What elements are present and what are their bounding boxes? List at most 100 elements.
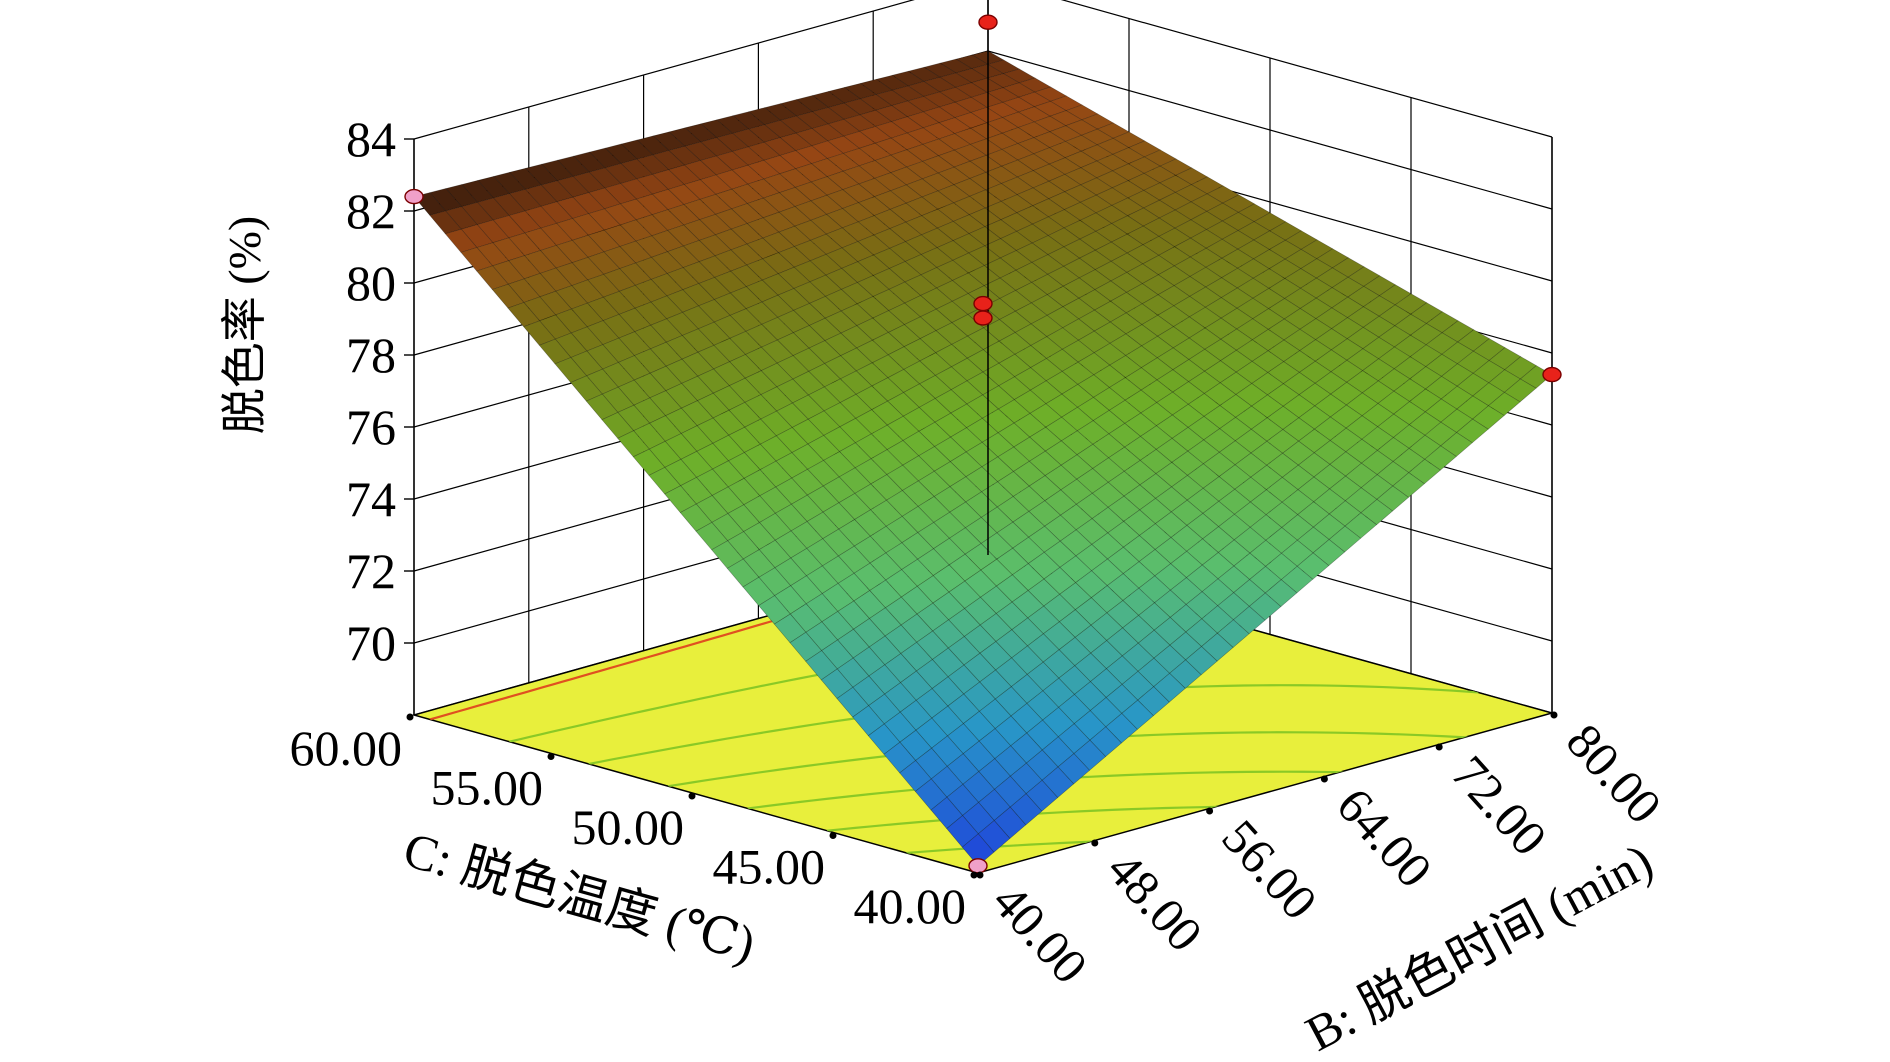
surface-patch: [1376, 461, 1410, 487]
surface-patch: [1233, 579, 1266, 607]
surface-patch: [1015, 262, 1049, 283]
surface-patch: [1457, 329, 1490, 352]
surface-patch: [948, 608, 981, 637]
b-tick-label: 48.00: [1097, 841, 1214, 962]
surface-patch: [777, 310, 810, 334]
c-tick-label: 45.00: [713, 839, 826, 895]
surface-patch: [742, 576, 776, 606]
surface-patch: [1424, 445, 1457, 471]
surface-patch: [1313, 440, 1347, 465]
surface-patch: [1031, 273, 1064, 295]
surface-patch: [1316, 248, 1349, 269]
surface-patch: [1011, 563, 1045, 591]
surface-patch: [857, 196, 891, 216]
surface-patch: [1081, 113, 1114, 130]
surface-patch: [1315, 287, 1349, 309]
surface-patch: [1033, 115, 1067, 133]
z-tick-label: 76: [346, 399, 396, 455]
surface-patch: [1012, 536, 1045, 564]
surface-patch: [1128, 140, 1161, 158]
surface-patch: [1312, 539, 1346, 566]
surface-patch: [1047, 227, 1081, 248]
surface-patch: [1106, 627, 1139, 657]
surface-patch: [1158, 246, 1191, 267]
surface-patch: [998, 353, 1032, 378]
surface-patch: [634, 301, 668, 326]
b-tick-label: 80.00: [1556, 713, 1673, 834]
surface-patch: [853, 590, 886, 619]
surface-patch: [1169, 659, 1202, 689]
surface-patch: [1440, 432, 1473, 457]
surface-patch: [1456, 372, 1490, 397]
c-tick-mark: [688, 792, 696, 800]
z-tick-label: 72: [346, 543, 396, 599]
z-tick-label: 78: [346, 327, 396, 383]
surface-patch: [915, 717, 948, 749]
surface-patch: [743, 495, 776, 523]
surface-patch: [1393, 401, 1426, 426]
surface-patch: [586, 320, 620, 345]
surface-patch: [1045, 371, 1079, 395]
surface-patch: [1172, 381, 1205, 405]
surface-patch: [1028, 475, 1062, 502]
surface-patch: [681, 351, 715, 377]
surface-patch: [1108, 399, 1142, 424]
surface-patch: [1217, 592, 1250, 621]
surface-patch: [1026, 661, 1060, 692]
b-tick-mark: [976, 871, 984, 879]
design-point: [978, 14, 998, 30]
surface-patch: [1252, 308, 1285, 330]
design-point: [1542, 366, 1562, 383]
surface-patch: [697, 344, 731, 370]
surface-patch: [682, 261, 716, 284]
b-tick-label: 40.00: [982, 873, 1099, 994]
surface-patch: [1014, 345, 1048, 368]
surface-patch: [1094, 260, 1128, 282]
surface-patch: [1283, 350, 1316, 373]
surface-patch: [1153, 617, 1187, 646]
surface-patch: [523, 250, 557, 274]
surface-patch: [1266, 405, 1300, 430]
surface-patch: [1061, 361, 1095, 385]
surface-patch: [901, 558, 934, 587]
surface-patch: [1080, 144, 1114, 162]
surface-patch: [920, 247, 954, 268]
surface-patch: [899, 699, 933, 731]
surface-patch: [1188, 327, 1222, 350]
surface-patch: [1016, 170, 1050, 189]
surface-patch: [650, 295, 684, 320]
z-tick-label: 80: [346, 255, 396, 311]
surface-patch: [1018, 91, 1052, 108]
z-tick-label: 82: [346, 183, 396, 239]
surface-patch: [1156, 391, 1189, 416]
surface-patch: [1090, 640, 1123, 670]
surface-patch: [1109, 355, 1142, 378]
design-point: [973, 295, 993, 312]
surface-patch: [995, 657, 1028, 688]
b-tick-mark: [1550, 711, 1558, 719]
surface-patch: [1106, 573, 1140, 601]
surface-patch: [901, 506, 935, 533]
surface-patch: [904, 295, 937, 318]
b-tick-mark: [1206, 807, 1214, 815]
surface-patch: [868, 664, 901, 695]
surface-patch: [1000, 176, 1034, 195]
surface-patch: [1011, 645, 1044, 675]
surface-patch: [1299, 339, 1332, 362]
surface-patch: [1014, 302, 1048, 325]
surface-patch: [947, 693, 980, 725]
surface-patch: [1363, 275, 1396, 297]
surface-patch: [1015, 282, 1048, 304]
surface-patch: [617, 355, 651, 381]
z-tick-label: 74: [346, 471, 396, 527]
surface-patch: [961, 833, 995, 867]
surface-patch: [793, 303, 826, 326]
surface-patch: [997, 399, 1031, 424]
surface-patch: [1000, 212, 1034, 232]
surface-patch: [836, 686, 870, 718]
surface-patch: [904, 254, 938, 276]
surface-patch: [570, 302, 604, 328]
c-tick-label: 50.00: [572, 799, 685, 855]
surface-patch: [476, 265, 509, 290]
surface-patch: [1002, 82, 1036, 98]
